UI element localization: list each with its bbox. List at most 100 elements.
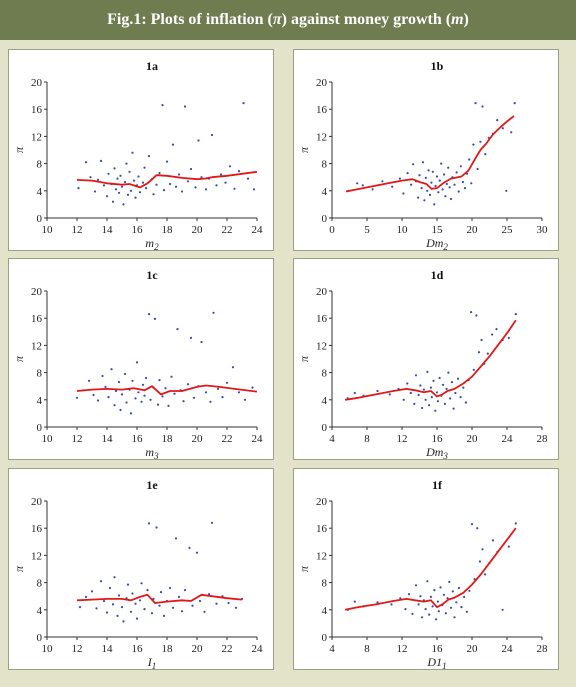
x-axis-label-base: D1: [426, 655, 442, 669]
scatter-point: [437, 191, 440, 194]
scatter-point: [433, 203, 436, 206]
scatter-point: [402, 398, 405, 401]
scatter-point: [162, 189, 166, 192]
scatter-point: [376, 601, 379, 604]
scatter-point: [134, 602, 137, 605]
scatter-point: [486, 352, 489, 355]
scatter-point: [484, 153, 487, 156]
scatter-point: [476, 167, 479, 171]
scatter-point: [410, 183, 413, 186]
y-tick-label: 0: [37, 422, 43, 434]
y-tick-label: 16: [31, 104, 43, 116]
y-tick-label: 20: [316, 286, 328, 298]
scatter-point: [194, 186, 197, 189]
scatter-point: [459, 165, 462, 168]
x-axis-label-base: Dm: [425, 445, 444, 459]
scatter-point: [514, 313, 517, 316]
x-tick-label: 24: [252, 433, 264, 445]
x-tick-label: 14: [102, 643, 114, 655]
x-tick-label: 30: [537, 224, 549, 236]
smooth-line: [344, 319, 517, 401]
scatter-point: [412, 163, 415, 166]
scatter-point: [180, 190, 184, 193]
x-axis-label-sub: 3: [442, 451, 448, 461]
y-tick-label: 0: [37, 632, 43, 644]
scatter-point: [197, 139, 200, 142]
scatter-point: [176, 328, 179, 331]
scatter-point: [141, 383, 145, 386]
scatter-point: [123, 372, 127, 376]
scatter-point: [155, 526, 158, 529]
scatter-point: [119, 408, 122, 412]
y-tick-label: 12: [31, 340, 42, 352]
scatter-point: [108, 586, 112, 590]
scatter-point: [484, 573, 487, 576]
scatter-point: [376, 389, 379, 393]
scatter-point: [470, 523, 474, 526]
scatter-point: [434, 409, 437, 412]
scatter-point: [114, 188, 118, 191]
scatter-point: [189, 167, 193, 171]
scatter-point: [390, 603, 393, 606]
scatter-point: [414, 584, 418, 587]
scatter-point: [459, 396, 462, 399]
x-axis-label-base: Dm: [425, 236, 444, 250]
panel-label: 1a: [146, 59, 158, 73]
scatter-point: [252, 188, 256, 191]
scatter-point: [444, 612, 447, 615]
scatter-point: [75, 396, 79, 399]
scatter-point: [426, 580, 429, 583]
scatter-point: [200, 176, 203, 179]
scatter-point: [168, 586, 172, 590]
scatter-point: [219, 173, 223, 176]
scatter-point: [135, 617, 139, 620]
scatter-point: [451, 590, 454, 593]
scatter-point: [251, 386, 254, 389]
x-tick-label: 10: [42, 224, 54, 236]
x-tick-label: 10: [42, 433, 54, 445]
scatter-point: [96, 178, 100, 181]
scatter-point: [427, 169, 430, 172]
scatter-point: [105, 611, 109, 614]
scatter-point: [449, 197, 453, 201]
scatter-point: [428, 404, 431, 407]
x-axis-label: D11: [426, 655, 446, 671]
scatter-point: [514, 522, 517, 525]
x-tick-label: 18: [162, 224, 174, 236]
x-tick-label: 8: [364, 643, 370, 655]
scatter-point: [84, 595, 88, 598]
scatter-point: [168, 182, 172, 186]
scatter-point: [128, 170, 131, 173]
scatter-point: [421, 406, 424, 410]
chart-panel-1c: 1c 0 4 8 12 16 20 10 12 14 16 18 20 22 24 π m3: [8, 258, 274, 461]
scatter-point: [96, 399, 100, 402]
title-prefix: Fig.1: Plots of inflation (: [107, 11, 273, 28]
scatter-point: [431, 170, 434, 173]
y-tick-label: 12: [316, 340, 327, 352]
x-tick-label: 16: [132, 433, 144, 445]
scatter-point: [242, 102, 245, 105]
scatter-point: [438, 376, 441, 380]
scatter-point: [113, 404, 116, 407]
scatter-point: [445, 182, 448, 186]
x-tick-label: 24: [502, 643, 514, 655]
scatter-point: [114, 389, 118, 393]
scatter-point: [429, 595, 432, 598]
scatter-point: [191, 604, 194, 607]
scatter-point: [113, 576, 116, 579]
scatter-point: [90, 590, 94, 593]
scatter-point: [381, 180, 384, 183]
scatter-point: [491, 333, 494, 336]
scatter-point: [442, 173, 446, 176]
y-tick-label: 20: [31, 286, 43, 298]
panel-label: 1b: [431, 59, 444, 73]
scatter-point: [144, 376, 148, 380]
y-tick-label: 12: [316, 131, 327, 143]
scatter-point: [442, 593, 446, 596]
scatter-point: [428, 193, 432, 196]
scatter-point: [470, 182, 473, 185]
y-tick-label: 8: [37, 578, 43, 590]
y-tick-label: 4: [37, 395, 43, 407]
x-axis-label-base: m: [145, 445, 154, 459]
